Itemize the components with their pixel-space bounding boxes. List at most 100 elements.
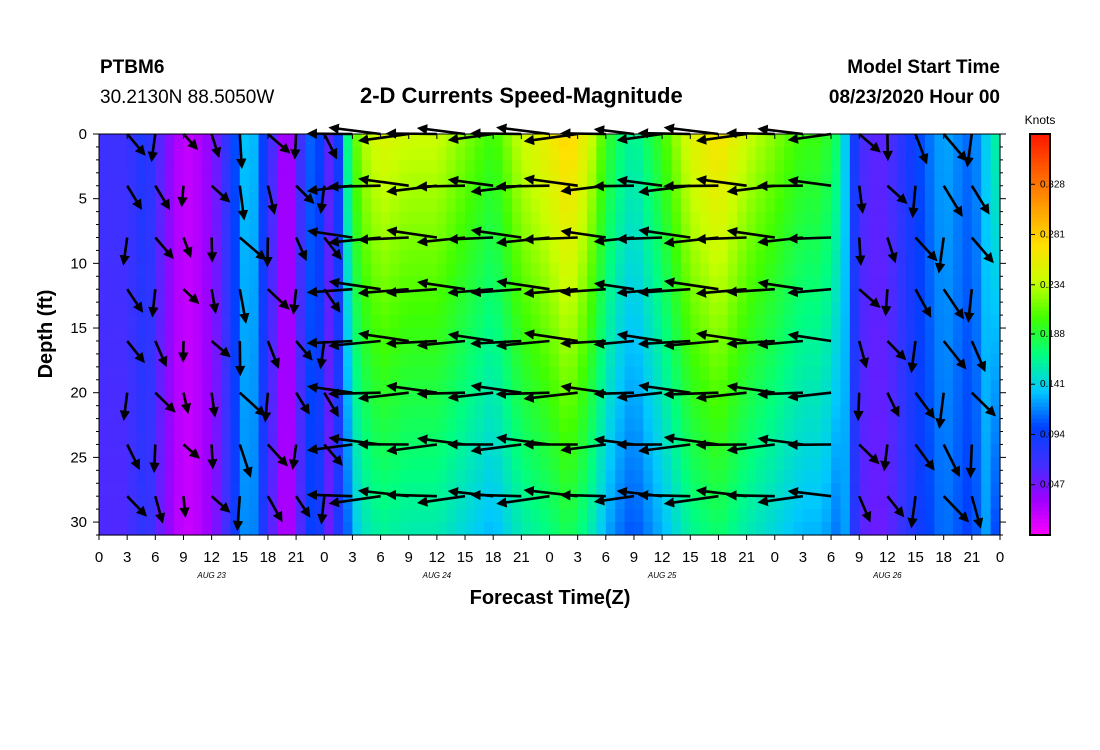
heat-cell	[511, 211, 522, 226]
heat-cell	[784, 353, 795, 368]
heat-cell	[343, 237, 354, 252]
heat-cell	[343, 289, 354, 303]
heat-cell	[465, 302, 476, 316]
heat-cell	[249, 328, 260, 342]
heat-cell	[793, 224, 804, 239]
heat-cell	[164, 444, 175, 458]
heat-cell	[662, 444, 673, 458]
current-vector	[726, 443, 775, 455]
heat-cell	[718, 134, 729, 148]
heat-cell	[558, 392, 569, 407]
heat-cell	[840, 483, 851, 497]
heat-cell	[727, 418, 738, 433]
heat-cell	[802, 224, 813, 239]
heat-cell	[549, 276, 560, 290]
x-tick-label: 15	[457, 549, 474, 566]
heat-cell	[549, 224, 560, 239]
date-label: AUG 24	[422, 571, 452, 580]
heat-cell	[906, 366, 917, 381]
heat-cell	[755, 172, 766, 187]
heat-cell	[737, 392, 748, 407]
heat-cell	[699, 159, 710, 174]
heat-cell	[324, 224, 335, 239]
heat-cell	[361, 418, 372, 433]
heat-cell	[596, 224, 607, 239]
heat-cell	[671, 405, 682, 420]
heat-cell	[361, 224, 372, 239]
heat-cell	[971, 392, 982, 407]
heat-cell	[277, 392, 288, 407]
heat-cell	[540, 522, 551, 536]
heat-cell	[633, 366, 644, 381]
heat-cell	[906, 289, 917, 303]
colorbar-cell	[1030, 330, 1050, 336]
heat-cell	[436, 509, 447, 523]
heat-cell	[455, 237, 466, 252]
heat-cell	[971, 315, 982, 329]
heat-cell	[465, 405, 476, 420]
heat-cell	[746, 328, 757, 342]
heat-cell	[906, 483, 917, 497]
heat-cell	[558, 418, 569, 433]
heat-cell	[455, 263, 466, 277]
heat-cell	[943, 483, 954, 497]
heat-cell	[221, 522, 231, 536]
heat-cell	[690, 379, 701, 394]
heat-cell	[202, 276, 213, 290]
heat-cell	[896, 418, 907, 433]
heat-cell	[296, 276, 307, 290]
heat-cell	[277, 353, 288, 368]
heat-cell	[211, 483, 222, 497]
heat-cell	[652, 457, 663, 471]
heat-cell	[108, 353, 119, 368]
colorbar-cell	[1030, 446, 1050, 452]
x-tick-label: 3	[799, 549, 807, 566]
heat-cell	[249, 159, 260, 174]
heat-cell	[530, 444, 541, 458]
heat-cell	[493, 522, 504, 536]
heat-cell	[221, 146, 231, 161]
heat-cell	[615, 366, 626, 381]
heat-cell	[802, 522, 813, 536]
heat-cell	[577, 328, 588, 342]
heat-cell	[333, 159, 344, 174]
heat-cell	[774, 237, 785, 252]
heat-cell	[793, 418, 804, 433]
heat-cell	[615, 237, 626, 252]
heat-cell	[361, 250, 372, 264]
heat-cell	[427, 328, 438, 342]
colorbar-label: 0.188	[1040, 329, 1065, 340]
heat-cell	[746, 250, 757, 264]
heat-cell	[953, 379, 964, 394]
heat-cell	[502, 134, 513, 148]
heat-cell	[427, 405, 438, 420]
heat-cell	[540, 392, 551, 407]
heat-cell	[633, 444, 644, 458]
heat-cell	[277, 276, 288, 290]
heat-cell	[962, 353, 973, 368]
heat-cell	[587, 340, 598, 355]
heat-cell	[380, 224, 391, 239]
heat-cell	[831, 444, 842, 458]
current-vector	[179, 496, 190, 518]
heat-cell	[755, 405, 766, 420]
heat-cell	[99, 431, 109, 446]
heat-cell	[793, 315, 804, 329]
heat-cell	[174, 405, 185, 420]
heat-cell	[680, 302, 691, 316]
x-tick-label: 9	[405, 549, 413, 566]
heat-cell	[718, 198, 729, 213]
heat-cell	[877, 353, 888, 368]
heat-cell	[202, 418, 213, 433]
heat-cell	[540, 418, 551, 433]
current-vector	[907, 340, 918, 374]
heat-cell	[267, 224, 278, 239]
heat-cell	[802, 496, 813, 510]
heat-cell	[540, 146, 551, 161]
current-vector	[206, 237, 218, 263]
heat-cell	[333, 366, 344, 381]
heat-cell	[530, 431, 541, 446]
heat-cell	[587, 522, 598, 536]
heat-cell	[840, 509, 851, 523]
heat-cell	[305, 198, 316, 213]
